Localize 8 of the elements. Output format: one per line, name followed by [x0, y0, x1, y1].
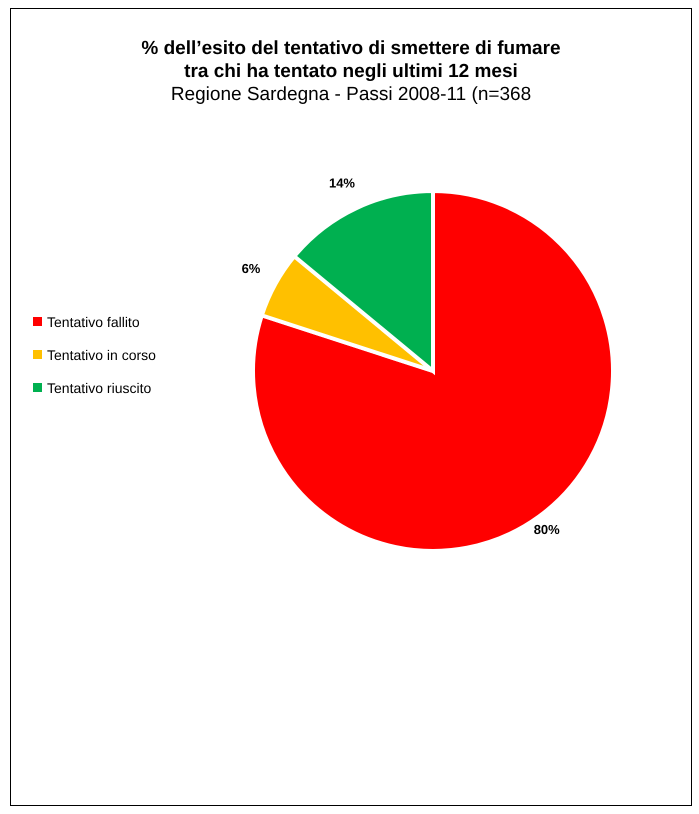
data-label: 80%: [534, 522, 560, 537]
chart-subtitle: Regione Sardegna - Passi 2008-11 (n=368: [170, 83, 532, 107]
legend-label: Tentativo fallito: [47, 314, 140, 330]
legend-label: Tentativo in corso: [47, 346, 156, 362]
chart-title: % dell’esito del tentativo di smettere di fumare tra chi ha tentato negli ultimi 12 mesi: [140, 37, 562, 83]
data-label: 14%: [328, 176, 356, 191]
legend-label: Tentativo riuscito: [47, 380, 152, 396]
data-label: 6%: [242, 261, 261, 276]
